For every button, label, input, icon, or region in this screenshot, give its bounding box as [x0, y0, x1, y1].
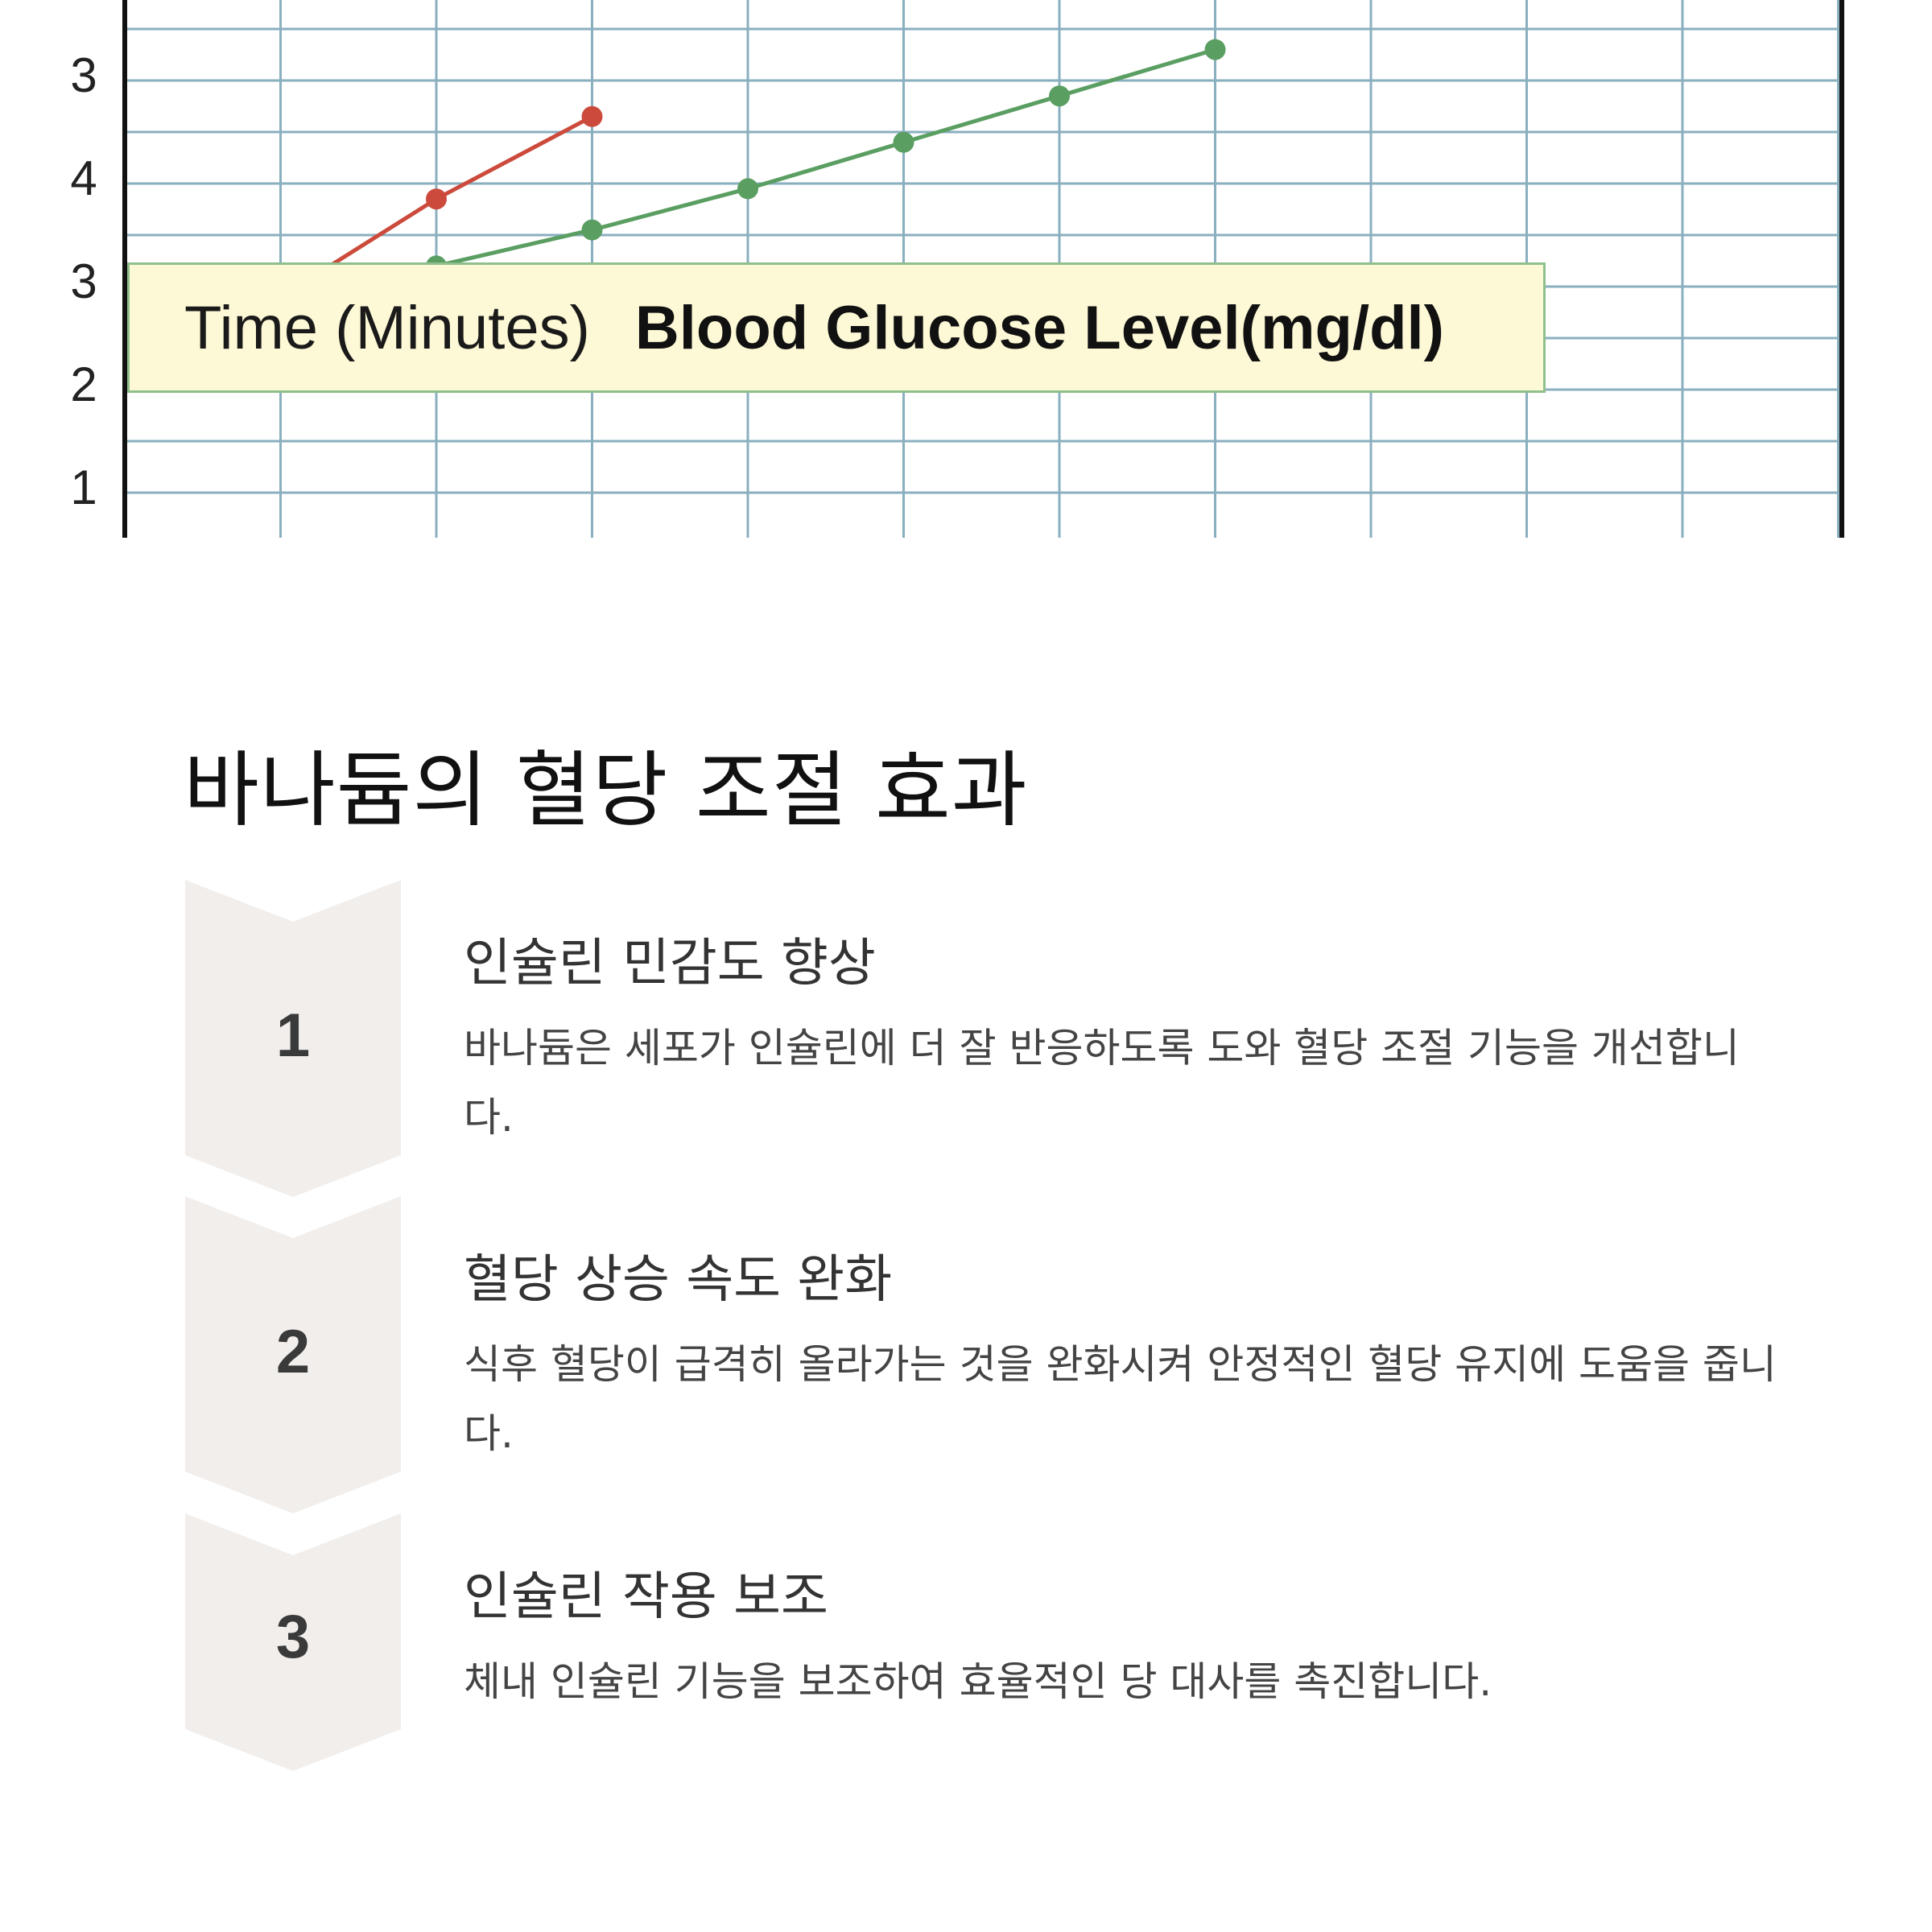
green-series-point [581, 219, 603, 241]
step-title: 인슐린 민감도 향상 [464, 934, 876, 993]
red-series-point [426, 188, 447, 210]
chevron-badge-icon [185, 1513, 401, 1771]
step-number: 3 [275, 1603, 311, 1671]
step-badge-3: 3 [185, 1513, 401, 1771]
step-badge-2: 2 [185, 1196, 401, 1513]
step-badge-1: 1 [185, 880, 401, 1197]
chevron-badge-icon [185, 880, 401, 1197]
green-series-point [1204, 39, 1226, 60]
chart-legend-box: Time (Minutes) Blood Glucose Level(mg/dl… [127, 262, 1546, 393]
legend-glucose-label: Blood Glucose Level(mg/dl) [634, 293, 1444, 362]
y-tick-label: 3 [70, 254, 97, 308]
legend-time-label: Time (Minutes) [184, 293, 590, 362]
step-title: 혈당 상승 속도 완화 [464, 1250, 893, 1310]
step-description: 체내 인슐린 기능을 보조하여 효율적인 당 대사를 촉진합니다. [464, 1658, 1492, 1705]
y-tick-label: 1 [70, 460, 97, 514]
y-tick-label: 4 [70, 151, 97, 205]
blood-glucose-chart: 3 4 3 2 1 Time (Minutes) Blood Glucose Level… [0, 0, 1932, 538]
red-series-point [581, 105, 603, 127]
y-tick-label: 3 [70, 48, 97, 102]
chevron-badge-icon [185, 1196, 401, 1513]
step-title: 인슐린 작용 보조 [464, 1567, 828, 1627]
step-number: 2 [275, 1318, 311, 1386]
green-series-point [893, 131, 914, 153]
section-title: 바나듐의 혈당 조절 효과 [184, 743, 1028, 839]
green-series-point [1049, 85, 1070, 107]
step-number: 1 [275, 1001, 311, 1070]
step-description: 식후 혈당이 급격히 올라가는 것을 완화시켜 안정적인 혈당 유지에 도움을 … [464, 1341, 1777, 1457]
green-series-point [737, 178, 758, 200]
chart-axes [122, 0, 1844, 538]
step-description: 바나듐은 세포가 인슐린에 더 잘 반응하도록 도와 혈당 조절 기능을 개선합… [464, 1025, 1740, 1141]
glucose-effect-section: 바나듐의 혈당 조절 효과 1 인슐린 민감도 향상 바나듐은 세포가 인슐린에… [0, 538, 1932, 1932]
y-tick-labels: 3 4 3 2 1 [70, 48, 97, 514]
y-tick-label: 2 [70, 357, 97, 411]
